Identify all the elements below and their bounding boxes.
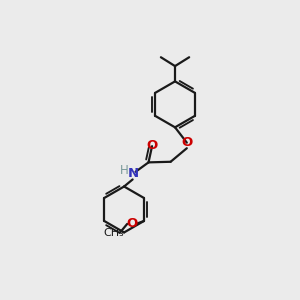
Text: O: O [181, 136, 192, 149]
Text: CH₃: CH₃ [103, 228, 124, 238]
Text: O: O [146, 139, 158, 152]
Text: N: N [128, 167, 140, 180]
Text: O: O [126, 218, 137, 230]
Text: H: H [120, 164, 128, 177]
